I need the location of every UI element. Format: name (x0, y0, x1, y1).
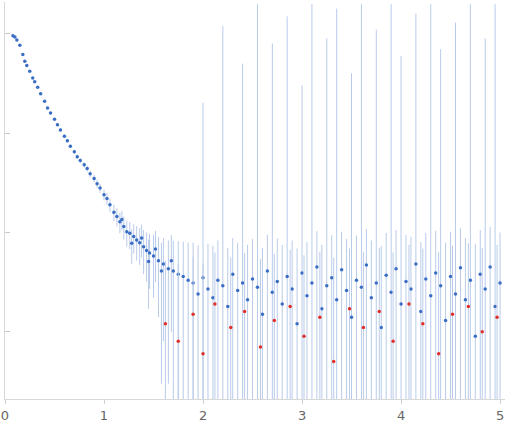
svg-text:4: 4 (397, 408, 405, 423)
svg-text:0: 0 (1, 408, 9, 423)
svg-text:3: 3 (298, 408, 306, 423)
svg-text:2: 2 (199, 408, 207, 423)
svg-text:1: 1 (100, 408, 108, 423)
svg-text:5: 5 (496, 408, 504, 423)
